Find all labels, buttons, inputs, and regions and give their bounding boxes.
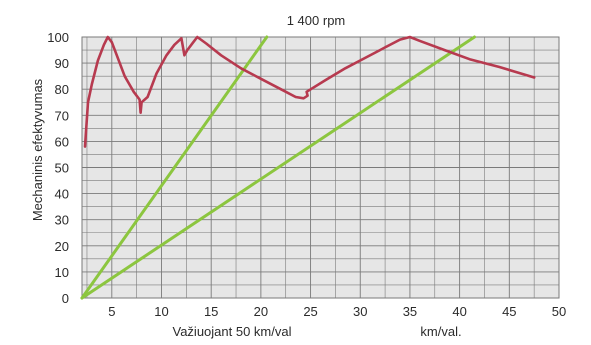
y-tick-label: 80 <box>55 82 69 97</box>
x-tick-label: 15 <box>204 304 218 319</box>
y-tick-label: 30 <box>55 213 69 228</box>
y-tick-label: 60 <box>55 134 69 149</box>
x-tick-label: 25 <box>303 304 317 319</box>
y-tick-label: 100 <box>47 30 69 45</box>
x-tick-label: 20 <box>254 304 268 319</box>
x-tick-label: 40 <box>452 304 466 319</box>
x-tick-labels: 5 10 15 20 25 30 35 40 45 50 <box>108 304 566 319</box>
chart-title: 1 400 rpm <box>287 13 346 28</box>
x-axis-label-right: km/val. <box>420 324 461 339</box>
grid <box>81 36 560 299</box>
x-tick-label: 50 <box>552 304 566 319</box>
y-tick-labels: 0 10 20 30 40 50 60 70 80 90 100 <box>47 30 69 306</box>
efficiency-curve <box>83 35 536 148</box>
green-line-2 <box>80 35 476 300</box>
y-axis-label: Mechaninis efektyvumas <box>30 78 45 221</box>
x-tick-label: 45 <box>502 304 516 319</box>
series-layer <box>80 35 536 300</box>
x-tick-label: 5 <box>108 304 115 319</box>
y-tick-label: 40 <box>55 187 69 202</box>
green-line-1 <box>80 35 269 300</box>
y-tick-label: 70 <box>55 108 69 123</box>
y-tick-label: 50 <box>55 161 69 176</box>
y-tick-label: 20 <box>55 239 69 254</box>
plot-border <box>81 36 560 299</box>
y-tick-label: 10 <box>55 265 69 280</box>
x-axis-label-left: Važiuojant 50 km/val <box>173 324 292 339</box>
x-tick-label: 10 <box>154 304 168 319</box>
x-tick-label: 35 <box>403 304 417 319</box>
x-tick-label: 30 <box>353 304 367 319</box>
y-tick-label: 0 <box>62 291 69 306</box>
y-tick-label: 90 <box>55 56 69 71</box>
